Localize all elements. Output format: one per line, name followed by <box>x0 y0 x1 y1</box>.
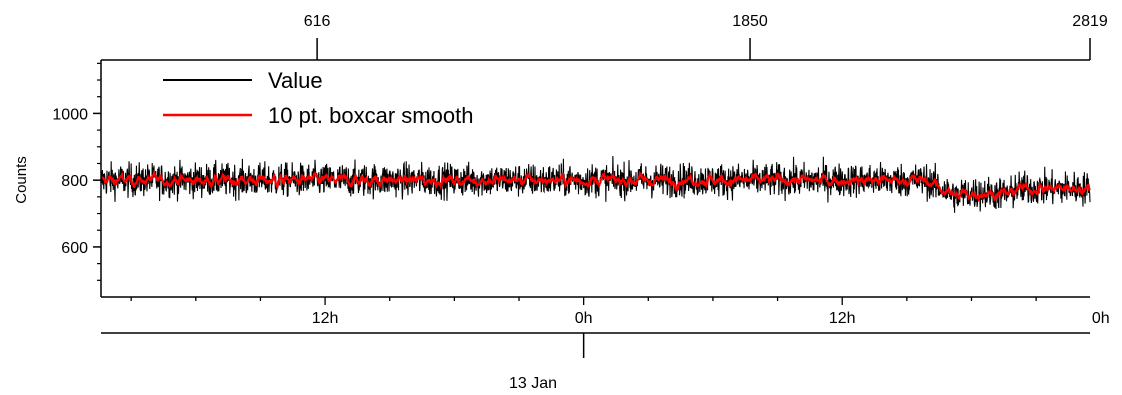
top-axis-tick-label: 2819 <box>1072 13 1108 30</box>
date-label: 13 Jan <box>509 375 557 392</box>
top-axis-tick-label: 1850 <box>732 13 768 30</box>
series-smooth-line <box>101 169 1091 203</box>
x-tick-label: 12h <box>829 310 856 327</box>
legend-label-smooth: 10 pt. boxcar smooth <box>268 103 473 128</box>
series-layer <box>100 156 1091 213</box>
legend: Value 10 pt. boxcar smooth <box>163 68 473 128</box>
tick-layer: 600 800 1000 616 1850 2819 12h 0h 12h 0h <box>52 13 1110 358</box>
x-tick-label: 0h <box>1092 310 1110 327</box>
y-axis-label: Counts <box>13 156 30 204</box>
series-value-line <box>100 156 1091 213</box>
x-tick-label: 12h <box>312 310 339 327</box>
top-axis-tick-label: 616 <box>304 13 331 30</box>
x-tick-label: 0h <box>575 310 593 327</box>
legend-label-value: Value <box>268 68 323 93</box>
y-tick-label: 600 <box>61 240 88 257</box>
y-tick-label: 800 <box>61 173 88 190</box>
y-tick-label: 1000 <box>52 106 88 123</box>
